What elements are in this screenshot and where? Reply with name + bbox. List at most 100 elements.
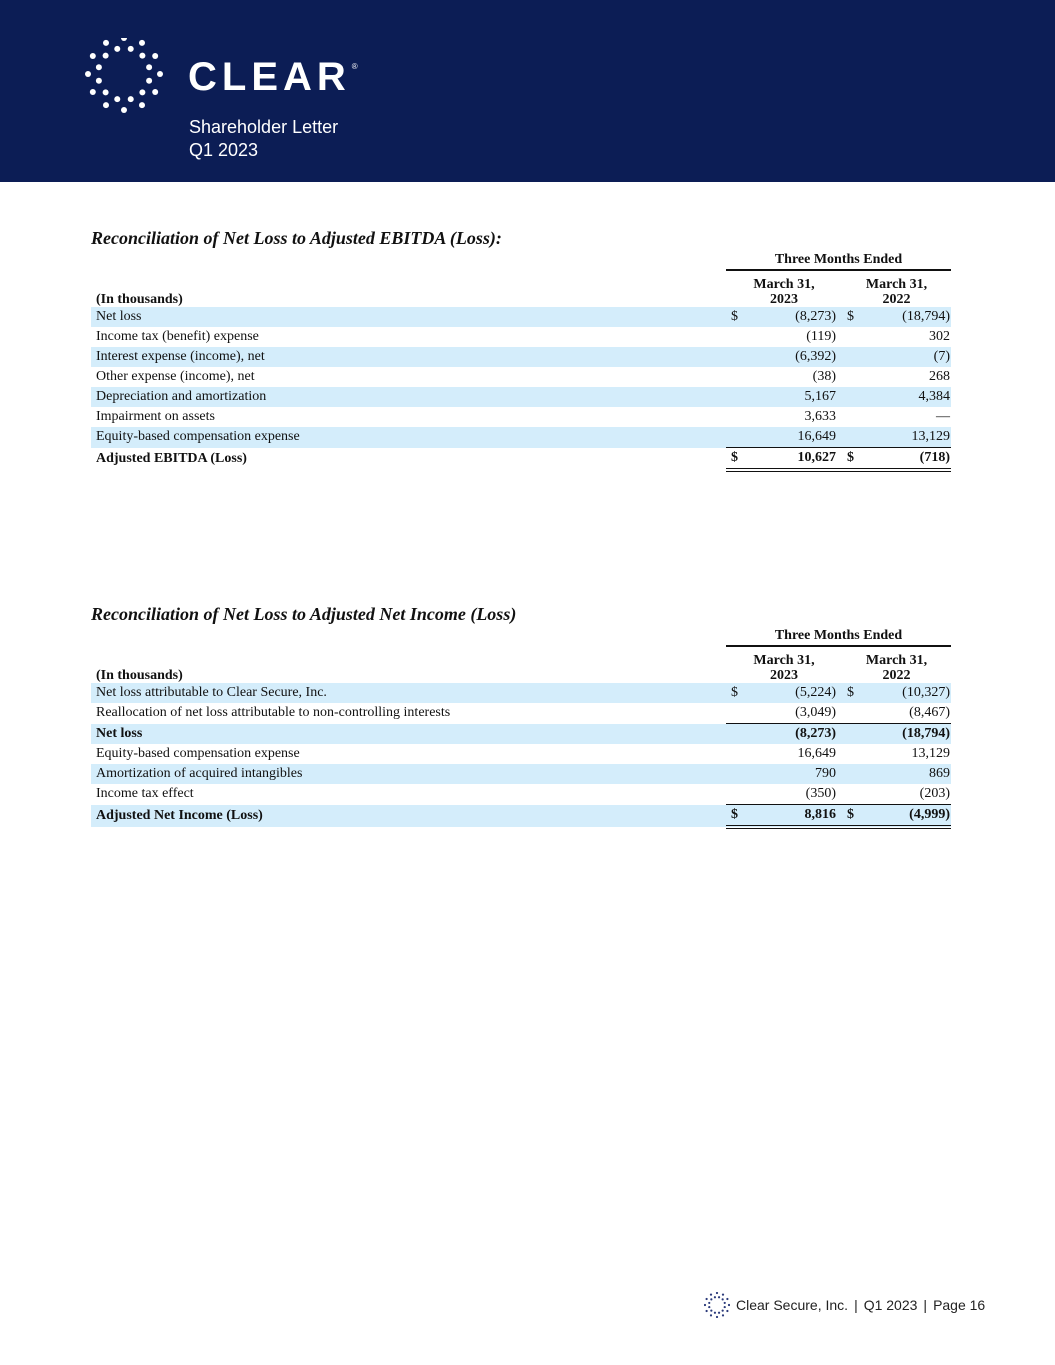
- logo-dot: [726, 1297, 729, 1301]
- table-row: Net loss $ (8,273) $ (18,794): [91, 307, 951, 327]
- value-2023: 3,633: [804, 409, 837, 424]
- currency-symbol: [726, 784, 751, 805]
- row-label: Interest expense (income), net: [91, 347, 726, 367]
- table-row: Adjusted Net Income (Loss) $8,816 $ (4,999): [91, 804, 951, 829]
- value-2023: (8,273): [751, 723, 842, 744]
- column-header-2023: March 31, 2023: [753, 653, 815, 683]
- row-label: Adjusted EBITDA (Loss): [96, 450, 247, 466]
- logo-dot: [95, 77, 102, 84]
- currency-symbol: $: [726, 804, 751, 829]
- logo-dot: [726, 1309, 729, 1313]
- currency-symbol: [842, 744, 867, 764]
- units-label: (In thousands): [96, 292, 183, 307]
- value-2023: 16,649: [751, 427, 842, 448]
- currency-symbol: [726, 387, 751, 407]
- currency-symbol: $: [726, 683, 751, 703]
- logo-dot: [103, 102, 109, 109]
- currency-symbol: [726, 723, 751, 744]
- table-row: Other expense (income), net (38) 268: [91, 367, 951, 387]
- currency-symbol: [842, 327, 867, 347]
- logo-dot: [152, 53, 159, 59]
- currency-symbol: [726, 764, 751, 784]
- currency-symbol: [726, 703, 751, 724]
- row-label: Amortization of acquired intangibles: [91, 764, 726, 784]
- period-header: Three Months Ended: [726, 250, 951, 271]
- header-banner: CLEAR ® Shareholder Letter Q1 2023: [0, 0, 1055, 182]
- currency-symbol: [842, 703, 867, 724]
- currency-symbol: [726, 744, 751, 764]
- table-row: Equity-based compensation expense 16,649 1…: [91, 744, 951, 764]
- currency-symbol: [842, 764, 867, 784]
- logo-dot: [721, 1309, 724, 1312]
- currency-symbol: $: [842, 804, 867, 829]
- units-label: (In thousands): [96, 668, 183, 683]
- currency-symbol: [842, 784, 867, 805]
- value-2022: (8,467): [909, 705, 950, 720]
- logo-dot: [717, 1296, 721, 1299]
- adjusted-net-income-table: Three Months Ended (In thousands) March 31…: [91, 626, 951, 829]
- clear-logo-icon: [85, 38, 163, 113]
- currency-symbol: [726, 347, 751, 367]
- period-header: Three Months Ended: [726, 626, 951, 647]
- value-2022: 4,384: [867, 387, 951, 407]
- value-2023: (350): [805, 786, 836, 801]
- logo-dot: [721, 1314, 725, 1317]
- currency-symbol: $: [726, 307, 751, 327]
- value-2022: (10,327): [867, 683, 951, 703]
- table2-title: Reconciliation of Net Loss to Adjusted N…: [91, 604, 517, 624]
- table1-title: Reconciliation of Net Loss to Adjusted E…: [91, 228, 502, 248]
- row-label: Reallocation of net loss attributable to…: [96, 705, 451, 721]
- page-footer: Clear Secure, Inc. | Q1 2023 | Page 16: [704, 1292, 985, 1318]
- currency-symbol: $: [842, 683, 867, 703]
- table-row: Income tax (benefit) expense (119) 302: [91, 327, 951, 347]
- logo-dot: [102, 89, 109, 96]
- footer-divider: |: [854, 1297, 858, 1313]
- brand-row: CLEAR ®: [188, 54, 358, 100]
- logo-dot: [139, 102, 145, 109]
- value-2023: (119): [806, 329, 836, 344]
- row-label: Net loss: [91, 723, 726, 744]
- currency-symbol: [842, 407, 867, 427]
- logo-dot: [721, 1293, 725, 1296]
- clear-logo-small-icon: [704, 1292, 730, 1318]
- value-2022: 13,129: [867, 427, 951, 448]
- value-2023: (6,392): [751, 347, 842, 367]
- value-2022: (4,999): [867, 804, 951, 829]
- logo-dot: [708, 1301, 711, 1305]
- logo-dot: [713, 1311, 717, 1314]
- value-2022: 268: [929, 369, 950, 384]
- table-row: Income tax effect (350) (203): [91, 784, 951, 805]
- table-row: Net loss attributable to Clear Secure, I…: [91, 683, 951, 703]
- logo-dot: [709, 1314, 713, 1317]
- logo-dot: [717, 1311, 721, 1314]
- table-row: Impairment on assets 3,633 —: [91, 407, 951, 427]
- logo-dot: [715, 1292, 719, 1295]
- table-row: Depreciation and amortization 5,167 4,384: [91, 387, 951, 407]
- table-row: Net loss (8,273) (18,794): [91, 723, 951, 744]
- logo-dot: [127, 96, 134, 103]
- currency-symbol: [842, 387, 867, 407]
- logo-dot: [139, 39, 145, 46]
- table-row: Adjusted EBITDA (Loss) $10,627 $ (718): [91, 447, 951, 472]
- footer-page-number: Page 16: [933, 1297, 986, 1313]
- currency-symbol: [842, 347, 867, 367]
- subtitle-line2: Q1 2023: [189, 140, 259, 160]
- logo-dot: [723, 1301, 726, 1305]
- value-2023: 10,627: [751, 447, 842, 472]
- currency-symbol: [726, 427, 751, 448]
- table-row: Amortization of acquired intangibles 790 8…: [91, 764, 951, 784]
- value-2023: (5,224): [751, 683, 842, 703]
- value-2023: 790: [751, 764, 842, 784]
- logo-dot: [727, 1303, 730, 1307]
- logo-dot: [710, 1309, 713, 1312]
- row-label: Depreciation and amortization: [91, 387, 726, 407]
- currency-symbol: $: [842, 307, 867, 327]
- value-2022: —: [936, 409, 950, 424]
- row-label: Net loss attributable to Clear Secure, I…: [91, 683, 726, 703]
- logo-dot: [715, 1315, 719, 1318]
- logo-dot: [705, 1309, 708, 1313]
- currency-symbol: [726, 367, 751, 387]
- table-row: Equity-based compensation expense 16,649 1…: [91, 427, 951, 448]
- column-header-2023: March 31, 2023: [753, 277, 815, 307]
- value-2022: (7): [867, 347, 951, 367]
